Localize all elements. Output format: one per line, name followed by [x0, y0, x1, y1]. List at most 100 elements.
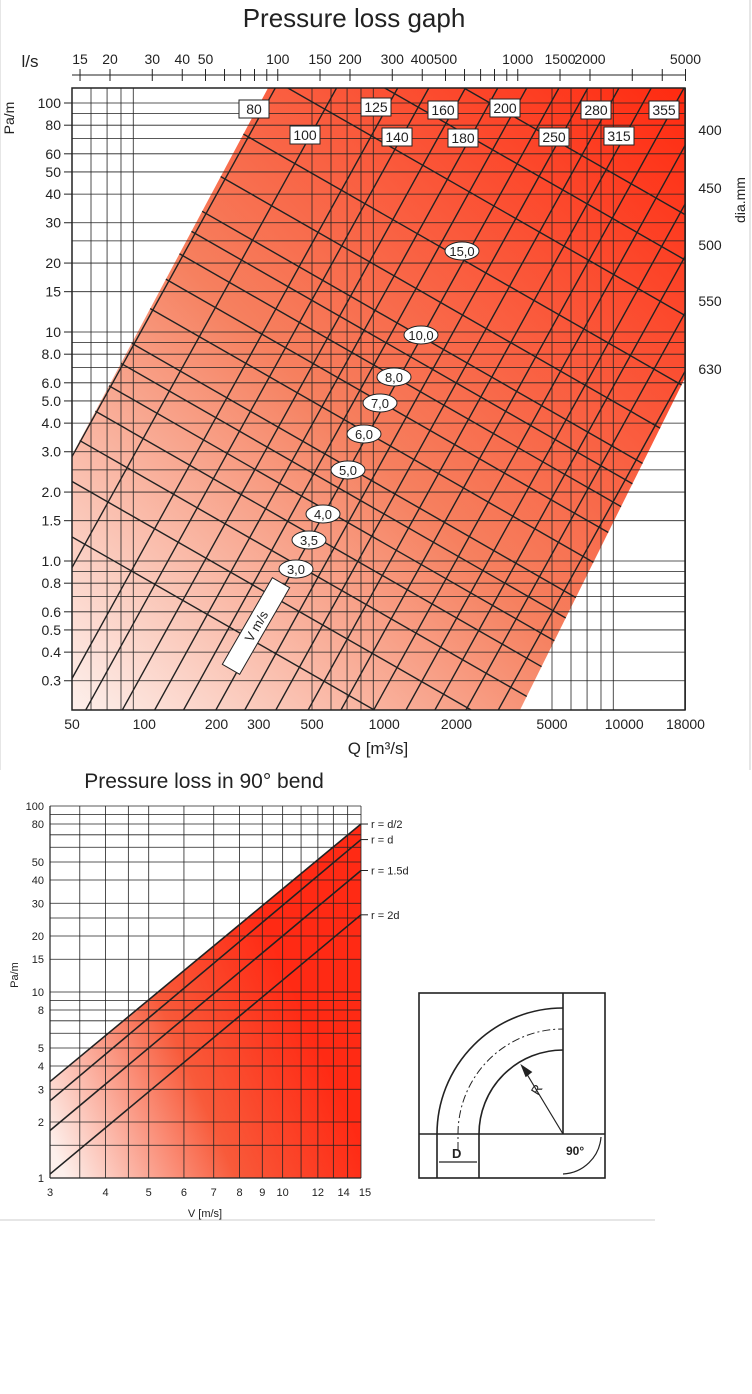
velocity-label: 8,0: [385, 370, 403, 385]
bend-diagram: [418, 992, 606, 1179]
velocity-line-3: [72, 274, 685, 710]
y-tick-label: 0.5: [42, 622, 62, 638]
velocity-label: 4,0: [314, 507, 332, 522]
velocity-label: 3,5: [300, 533, 318, 548]
diameter-line-160: [72, 88, 568, 710]
diameter-label: 280: [584, 102, 608, 118]
x-tick-label: 1000: [369, 716, 400, 732]
right-diameter-label: 400: [698, 122, 722, 138]
angle-arc: [562, 1136, 602, 1175]
velocity-label: 15,0: [449, 244, 474, 259]
y-tick-label: 6.0: [42, 375, 62, 391]
bend-series-line: [49, 838, 362, 1102]
diameter-label: 250: [542, 129, 566, 145]
plot-frame: [71, 87, 686, 711]
diameter-label-box: [381, 127, 413, 147]
y-tick-label: 0.3: [42, 673, 62, 689]
diameter-line-80: [72, 88, 424, 710]
velocity-label-ellipse: [376, 367, 412, 387]
velocity-label-ellipse: [291, 530, 327, 550]
y-tick-label: 1.0: [42, 553, 62, 569]
x-tick-label: 500: [300, 716, 324, 732]
diameter-label: 100: [293, 127, 317, 143]
diameter-label-box: [580, 100, 612, 120]
velocity-label-ellipse: [346, 424, 382, 444]
diameter-label: 80: [246, 101, 262, 117]
y-axis-label: Pa/m: [1, 102, 17, 135]
bend-x-tick-label: 4: [103, 1187, 109, 1199]
bend-y-tick-label: 2: [38, 1117, 44, 1129]
main-chart-title: Pressure loss gaph: [243, 3, 466, 33]
diameter-line-355: [203, 88, 685, 710]
angle-label: 90°: [566, 1144, 584, 1158]
diameter-label-box: [447, 128, 479, 148]
bend-inner-arc: [478, 1049, 564, 1178]
top-tick-label: 30: [144, 51, 160, 67]
y-tick-label: 80: [45, 117, 61, 133]
bend-x-tick-label: 3: [47, 1187, 53, 1199]
bend-y-tick-label: 30: [32, 898, 44, 910]
bend-series-line: [49, 869, 362, 1132]
diameter-label: 160: [431, 102, 455, 118]
velocity-label-ellipse: [278, 559, 314, 579]
bend-y-tick-label: 8: [38, 1005, 44, 1017]
diagram-frame: [418, 992, 606, 1179]
diameter-line-100: [72, 88, 470, 710]
diameter-line-125: [72, 88, 517, 710]
x-tick-label: 18000: [666, 716, 705, 732]
diameter-label-box: [238, 99, 270, 119]
top-tick-label: 500: [434, 51, 458, 67]
x-tick-label: 100: [133, 716, 157, 732]
bend-x-tick-label: 5: [146, 1187, 152, 1199]
right-diameter-label: 500: [698, 237, 722, 253]
velocity-label-ellipse: [362, 393, 398, 413]
diameter-line-400: [228, 88, 685, 710]
bend-series-label: r = 1.5d: [371, 866, 409, 878]
y-tick-label: 40: [45, 186, 61, 202]
diameter-label: 125: [364, 99, 388, 115]
y-tick-label: 8.0: [42, 346, 62, 362]
bend-chart-title: Pressure loss in 90° bend: [84, 770, 324, 793]
x-axis-label: Q [m³/s]: [348, 739, 408, 758]
top-tick-label: 40: [174, 51, 190, 67]
bend-y-tick-label: 4: [38, 1061, 44, 1073]
velocity-line-20: [72, 88, 685, 468]
bend-y-tick-label: 15: [32, 954, 44, 966]
y-tick-label: 5.0: [42, 393, 62, 409]
radius-label: R: [528, 1082, 546, 1098]
diameter-line-250: [130, 88, 661, 710]
diameter-label: 355: [652, 102, 676, 118]
top-tick-label: 400: [411, 51, 435, 67]
bend-x-tick-label: 8: [236, 1187, 242, 1199]
bend-y-tick-label: 3: [38, 1084, 44, 1096]
x-tick-label: 10000: [605, 716, 644, 732]
x-tick-label: 5000: [536, 716, 567, 732]
y-tick-label: 30: [45, 215, 61, 231]
bend-x-tick-label: 6: [181, 1187, 187, 1199]
diameter-label: 315: [607, 128, 631, 144]
velocity-label: 7,0: [371, 396, 389, 411]
bend-x-tick-label: 15: [359, 1187, 371, 1199]
bend-series-line: [49, 823, 362, 1083]
diameter-line-225: [108, 88, 639, 710]
diameter-label-box: [538, 127, 570, 147]
diameter-label: 180: [451, 130, 475, 146]
y-tick-label: 60: [45, 146, 61, 162]
y-tick-label: 10: [45, 324, 61, 340]
velocity-label-ellipse: [330, 460, 366, 480]
bend-outer-arc: [436, 1007, 564, 1178]
top-tick-label: 100: [266, 51, 290, 67]
y-tick-label: 100: [38, 95, 62, 111]
velocity-label: 10,0: [408, 328, 433, 343]
top-tick-label: 2000: [574, 51, 605, 67]
velocity-line-2.5: [72, 309, 685, 710]
bend-centerline: [457, 1028, 564, 1150]
right-diameter-label: 550: [698, 293, 722, 309]
velocity-label-ellipse: [444, 241, 480, 261]
velocity-line-9: [72, 88, 685, 619]
y-tick-label: 3.0: [42, 444, 62, 460]
bend-x-axis-label: V [m/s]: [188, 1208, 222, 1220]
velocity-label-ellipse: [305, 504, 341, 524]
diameter-line-280: [154, 88, 685, 710]
